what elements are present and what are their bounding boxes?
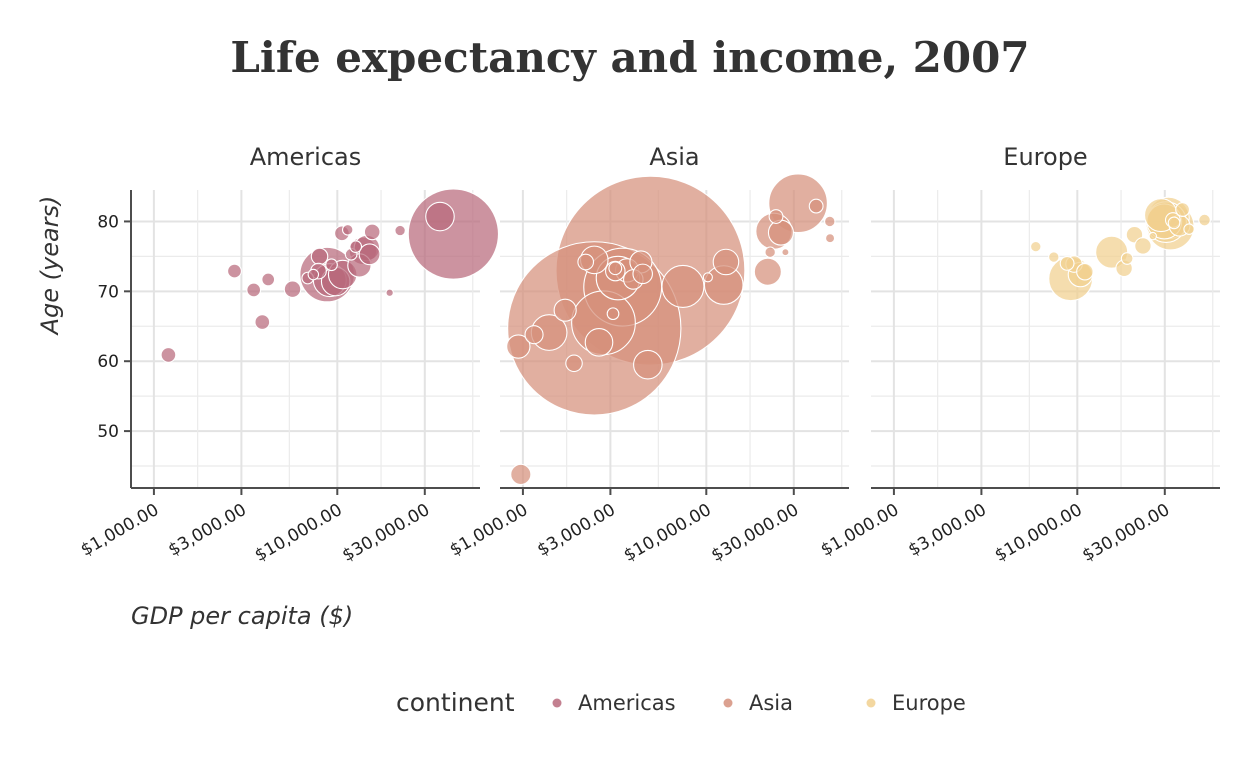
data-point bbox=[768, 209, 784, 224]
data-point bbox=[577, 253, 595, 271]
facet-panels: Americas$1,000.00 $3,000.00 $10,000.00$30,… bbox=[77, 143, 1220, 566]
data-point bbox=[394, 224, 406, 237]
y-tick-label: 70 bbox=[97, 282, 119, 302]
legend: continent Americas Asia Europe bbox=[396, 688, 966, 717]
data-point bbox=[702, 272, 713, 283]
data-point bbox=[283, 280, 302, 299]
legend-title: continent bbox=[396, 688, 515, 717]
facet-label-asia: Asia bbox=[649, 143, 699, 171]
legend-key-americas bbox=[552, 698, 562, 708]
data-point bbox=[307, 268, 320, 281]
data-point bbox=[661, 264, 705, 308]
data-point bbox=[1120, 252, 1134, 265]
data-point bbox=[712, 248, 740, 276]
data-point bbox=[506, 334, 531, 359]
data-point bbox=[1183, 223, 1195, 235]
data-point bbox=[565, 354, 583, 373]
x-tick-label: $30,000.00 bbox=[708, 500, 802, 566]
data-point bbox=[310, 247, 329, 266]
y-tick-label: 60 bbox=[97, 352, 119, 372]
data-point bbox=[160, 347, 177, 363]
x-tick-label: $10,000.00 bbox=[991, 500, 1085, 566]
x-tick-label: $3,000.00 bbox=[165, 500, 250, 561]
data-point bbox=[764, 246, 776, 258]
chart-title: Life expectancy and income, 2007 bbox=[230, 33, 1029, 82]
x-tick-label: $3,000.00 bbox=[905, 500, 990, 561]
x-tick-label: $1,000.00 bbox=[446, 500, 531, 561]
x-tick-label: $10,000.00 bbox=[620, 500, 714, 566]
data-point bbox=[246, 282, 262, 298]
y-tick-label: 50 bbox=[97, 422, 119, 442]
data-point bbox=[261, 272, 276, 287]
data-point bbox=[349, 240, 363, 253]
data-point bbox=[1030, 240, 1042, 253]
data-point bbox=[1198, 213, 1211, 227]
data-point bbox=[425, 201, 455, 232]
legend-label-asia: Asia bbox=[749, 691, 793, 715]
data-point bbox=[1048, 251, 1060, 263]
data-point bbox=[1167, 216, 1181, 230]
data-point bbox=[825, 233, 836, 244]
data-point bbox=[584, 328, 614, 357]
data-point bbox=[781, 248, 790, 257]
facet-label-europe: Europe bbox=[1003, 143, 1087, 171]
legend-key-europe bbox=[866, 698, 876, 708]
data-point bbox=[1175, 202, 1190, 217]
data-point bbox=[633, 349, 663, 380]
x-tick-label: $1,000.00 bbox=[817, 500, 902, 561]
data-point bbox=[227, 263, 242, 279]
data-point bbox=[1134, 237, 1152, 255]
facet-label-americas: Americas bbox=[250, 143, 362, 171]
data-point bbox=[358, 243, 381, 266]
data-point bbox=[808, 198, 824, 214]
x-tick-label: $3,000.00 bbox=[534, 500, 619, 561]
data-point bbox=[510, 463, 532, 486]
data-point bbox=[325, 258, 338, 272]
data-point bbox=[385, 288, 394, 297]
data-point bbox=[553, 298, 577, 322]
data-point bbox=[341, 224, 354, 236]
data-point bbox=[632, 263, 653, 285]
data-point bbox=[753, 257, 782, 286]
x-tick-label: $1,000.00 bbox=[77, 500, 162, 561]
data-point bbox=[608, 261, 623, 276]
data-point bbox=[1148, 231, 1158, 241]
facet-panel-asia: Asia $1,000.00 $3,000.00 $10,000.00$30,000.… bbox=[446, 143, 849, 566]
data-point bbox=[767, 219, 794, 246]
data-point bbox=[1076, 262, 1094, 281]
y-tick-label: 80 bbox=[97, 212, 119, 232]
legend-label-europe: Europe bbox=[892, 691, 966, 715]
data-point bbox=[407, 188, 500, 280]
data-point bbox=[1059, 255, 1075, 271]
y-axis-title: Age (years) bbox=[36, 196, 64, 337]
x-tick-label: $30,000.00 bbox=[1079, 500, 1173, 566]
data-point bbox=[254, 314, 271, 330]
data-point bbox=[524, 325, 544, 345]
data-point bbox=[363, 223, 381, 241]
data-point bbox=[824, 215, 836, 228]
legend-label-americas: Americas bbox=[578, 691, 676, 715]
facet-panel-europe: Europe $1,000.00 $3,000.00 $10,000.00$30,00… bbox=[817, 143, 1220, 566]
x-tick-label: $30,000.00 bbox=[339, 500, 433, 566]
legend-key-asia bbox=[723, 698, 733, 708]
x-tick-label: $10,000.00 bbox=[251, 500, 345, 566]
x-axis-title: GDP per capita ($) bbox=[131, 602, 353, 630]
facet-panel-americas: Americas $1,000.00 $3,000.00 $10,000.00$30,… bbox=[77, 143, 500, 566]
data-point bbox=[606, 307, 620, 321]
